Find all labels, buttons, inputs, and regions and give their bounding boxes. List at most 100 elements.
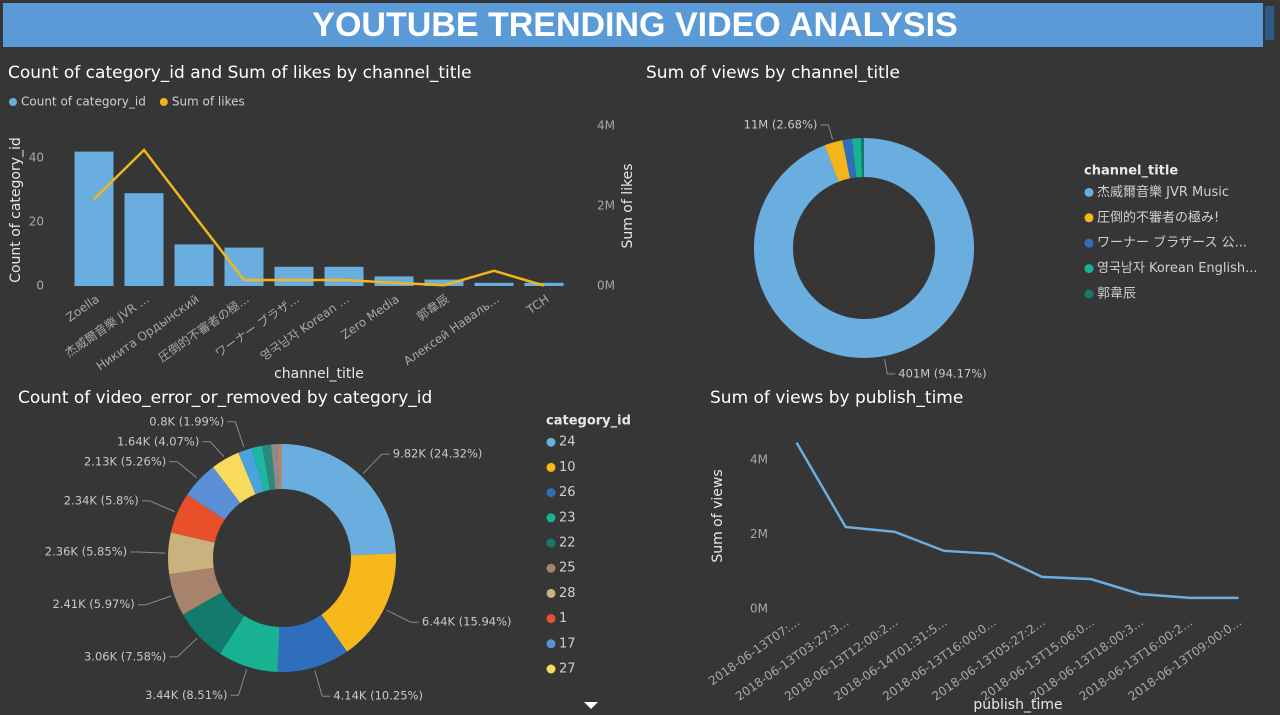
y-tick-label: 4M bbox=[750, 452, 768, 466]
bar bbox=[474, 282, 514, 286]
leader-line bbox=[820, 124, 834, 140]
donut-slice bbox=[169, 567, 223, 615]
y2-tick-label: 2M bbox=[597, 199, 615, 213]
legend-label: 杰威爾音樂 JVR Music bbox=[1097, 184, 1229, 200]
donut-slice bbox=[262, 444, 276, 491]
chart-title: Sum of views by channel_title bbox=[646, 63, 900, 83]
leader-line bbox=[169, 461, 198, 479]
legend-label: 17 bbox=[559, 636, 576, 651]
donut-slice bbox=[321, 553, 396, 652]
dashboard-title: YOUTUBE TRENDING VIDEO ANALYSIS bbox=[312, 6, 957, 44]
y-tick-label: 0M bbox=[750, 602, 768, 616]
legend-label: 26 bbox=[559, 485, 576, 500]
donut-slice bbox=[277, 614, 347, 672]
x-axis-label: channel_title bbox=[274, 366, 364, 382]
donut-slice bbox=[753, 138, 974, 358]
y-tick-label: 2M bbox=[750, 527, 768, 541]
legend-marker bbox=[1084, 289, 1094, 299]
leader-line bbox=[314, 670, 331, 697]
data-label: 2.34K (5.8%) bbox=[64, 493, 139, 507]
data-label: 1.64K (4.07%) bbox=[117, 434, 199, 448]
donut-slice bbox=[282, 444, 396, 556]
leader-line bbox=[169, 637, 198, 658]
legend-label: 영국남자 Korean English... bbox=[1097, 261, 1258, 276]
donut-slice bbox=[213, 452, 256, 504]
data-label: 0.8K (1.99%) bbox=[149, 414, 224, 428]
legend-marker bbox=[546, 462, 556, 472]
legend-marker bbox=[159, 98, 168, 106]
donut-slice bbox=[824, 140, 851, 182]
line bbox=[93, 148, 545, 287]
legend-marker bbox=[546, 538, 556, 548]
legend-title: channel_title bbox=[1084, 164, 1178, 179]
legend-label: 27 bbox=[559, 662, 576, 677]
legend-label: 10 bbox=[559, 460, 576, 475]
bar bbox=[174, 244, 214, 286]
leader-line bbox=[141, 500, 175, 513]
legend-label: 23 bbox=[559, 510, 576, 525]
data-label: 2.36K (5.85%) bbox=[45, 545, 127, 559]
y2-tick-label: 0M bbox=[597, 279, 615, 293]
leader-line bbox=[230, 669, 248, 696]
legend-label: 22 bbox=[559, 536, 576, 551]
donut-slice bbox=[219, 615, 280, 672]
donut-slice bbox=[270, 444, 280, 490]
donut-slice bbox=[168, 532, 215, 575]
y-tick-label: 20 bbox=[29, 215, 44, 229]
donut-slice bbox=[182, 592, 245, 654]
legend-label: ワーナー ブラザース 公... bbox=[1097, 235, 1247, 251]
legend-marker bbox=[9, 98, 17, 106]
data-label: 3.44K (8.51%) bbox=[145, 688, 227, 702]
donut-slice bbox=[238, 448, 264, 495]
header-bar bbox=[3, 3, 1263, 47]
legend-marker bbox=[1084, 213, 1094, 223]
y-tick-label: 0 bbox=[36, 279, 44, 293]
y2-axis-label: Sum of likes bbox=[620, 163, 636, 248]
legend-marker bbox=[1084, 264, 1094, 274]
donut-slice bbox=[842, 138, 857, 179]
bar bbox=[274, 266, 314, 286]
donut-slice bbox=[251, 445, 271, 492]
leader-line bbox=[227, 421, 245, 448]
data-label: 2.13K (5.26%) bbox=[84, 454, 166, 468]
y-axis-label: Count of category_id bbox=[8, 137, 24, 283]
legend-marker bbox=[546, 588, 556, 598]
legend-marker bbox=[546, 563, 556, 573]
legend-title: category_id bbox=[546, 414, 631, 429]
legend-marker bbox=[546, 664, 556, 674]
legend-label: 28 bbox=[559, 586, 576, 601]
legend-label: 圧倒的不審者の極み! bbox=[1097, 209, 1219, 225]
more-arrow[interactable] bbox=[584, 702, 598, 709]
donut-slice bbox=[277, 444, 282, 490]
legend-marker bbox=[546, 513, 556, 523]
y2-tick-label: 4M bbox=[597, 119, 615, 133]
bar bbox=[74, 151, 114, 286]
scrollbar-thumb[interactable] bbox=[1265, 6, 1274, 40]
donut-slice bbox=[860, 138, 864, 178]
legend-marker bbox=[546, 437, 556, 447]
y-tick-label: 40 bbox=[29, 151, 44, 165]
data-label: 11M (2.68%) bbox=[744, 118, 818, 132]
data-label: 2.41K (5.97%) bbox=[52, 597, 134, 611]
leader-line bbox=[130, 551, 166, 554]
data-label: 401M (94.17%) bbox=[898, 366, 986, 380]
legend-label: Count of category_id bbox=[21, 95, 146, 109]
data-label: 6.44K (15.94%) bbox=[422, 615, 512, 629]
donut-slice bbox=[187, 467, 241, 520]
legend-label: 25 bbox=[559, 561, 576, 576]
donut-slice bbox=[170, 494, 225, 543]
chart-title: Count of video_error_or_removed by categ… bbox=[18, 388, 432, 408]
legend-label: 郭韋辰 bbox=[1097, 286, 1136, 302]
bar bbox=[324, 266, 364, 286]
legend-marker bbox=[546, 614, 556, 624]
legend-marker bbox=[546, 639, 556, 649]
leader-line bbox=[202, 441, 225, 457]
legend-marker bbox=[546, 488, 556, 498]
data-label: 3.06K (7.58%) bbox=[84, 649, 166, 663]
leader-line bbox=[137, 595, 172, 606]
y-axis-label: Sum of views bbox=[710, 469, 726, 562]
bar bbox=[124, 193, 164, 286]
line bbox=[795, 442, 1239, 600]
x-axis-label: publish_time bbox=[973, 697, 1062, 713]
